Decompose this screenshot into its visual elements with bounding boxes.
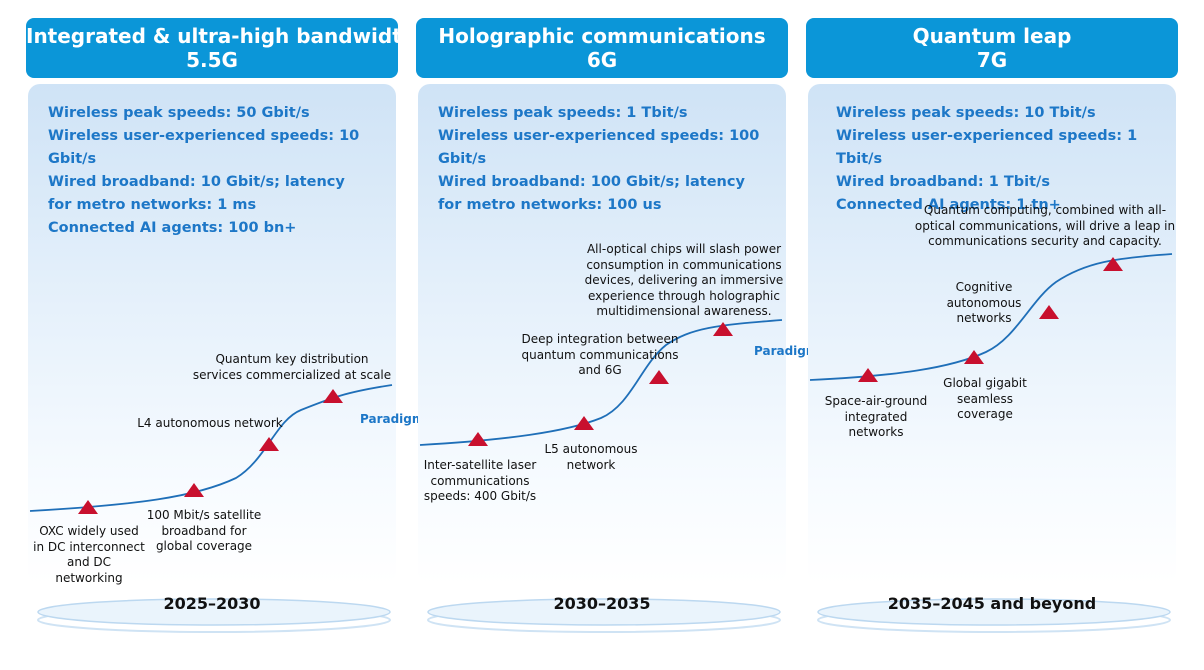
milestone-label: 100 Mbit/s satellite broadband for globa… [146,508,262,553]
spec-item: Wireless user-experienced speeds: 1 Tbit… [836,128,1138,167]
milestone-label: L5 autonomous network [544,442,638,472]
spec-item: Wireless user-experienced speeds: 10 Gbi… [48,128,360,167]
milestone-label: Global gigabit seamless coverage [943,376,1027,421]
evolution-curve [419,319,783,446]
era-platform [37,598,391,633]
milestone-marker [323,389,343,403]
column-title: Quantum leap [912,24,1072,48]
column-6g: Holographic communications 6G Wireless p… [416,0,853,670]
column-title: Integrated & ultra-high bandwidth [26,24,417,48]
column-header: Quantum leap 7G [806,18,1178,78]
milestone-marker [1103,257,1123,271]
spec-item: Connected AI agents: 1 tn+ [836,197,1061,213]
era-platform [817,598,1171,633]
milestone-label: Quantum computing, combined with all-opt… [914,203,1176,248]
milestone-label: All-optical chips will slash power consu… [584,242,784,318]
evolution-curve [809,253,1173,382]
milestone-marker [964,350,984,364]
column-title: Holographic communications [438,24,766,48]
milestone-label: OXC widely used in DC interconnect and D… [33,524,145,585]
milestone-label: Cognitive autonomous networks [946,280,1022,325]
curve-line [809,253,1173,381]
spec-item: Wired broadband: 10 Gbit/s; latency for … [48,174,345,213]
milestone-marker [259,437,279,451]
column-5-5g: Integrated & ultra-high bandwidth 5.5G W… [26,0,459,670]
spec-item: Wireless peak speeds: 10 Tbit/s [836,105,1096,121]
milestone-marker [184,483,204,497]
spec-list: Wireless peak speeds: 50 Gbit/s Wireless… [48,102,388,240]
column-header: Integrated & ultra-high bandwidth 5.5G [26,18,417,78]
curve-line [419,319,783,446]
milestone-marker [78,500,98,514]
milestone-marker [468,432,488,446]
spec-list: Wireless peak speeds: 1 Tbit/s Wireless … [438,102,778,217]
column-subtitle: 6G [586,48,618,72]
milestone-marker [574,416,594,430]
milestone-label: Deep integration between quantum communi… [521,332,679,377]
milestone-label: Inter-satellite laser communications spe… [423,458,537,503]
milestone-label: Space-air-ground integrated networks [824,394,928,439]
milestone-label: Quantum key distribution services commer… [192,352,392,382]
column-7g: Quantum leap 7G Wireless peak speeds: 10… [806,0,1178,670]
spec-item: Wireless peak speeds: 50 Gbit/s [48,105,310,121]
milestone-marker [713,322,733,336]
column-panel [28,84,396,584]
column-subtitle: 7G [976,48,1008,72]
column-subtitle: 5.5G [186,48,238,72]
milestone-label: L4 autonomous network [137,416,283,430]
column-header: Holographic communications 6G [416,18,788,78]
milestone-marker [858,368,878,382]
spec-item: Connected AI agents: 100 bn+ [48,220,297,236]
spec-item: Wired broadband: 100 Gbit/s; latency for… [438,174,745,213]
milestone-marker [649,370,669,384]
curve-line [29,384,393,512]
spec-item: Wireless user-experienced speeds: 100 Gb… [438,128,760,167]
spec-item: Wireless peak speeds: 1 Tbit/s [438,105,688,121]
era-label: 2035–2045 and beyond [887,594,1097,613]
milestone-marker [1039,305,1059,319]
spec-list: Wireless peak speeds: 10 Tbit/s Wireless… [836,102,1168,217]
evolution-curve [29,384,393,514]
era-label: 2025–2030 [163,594,261,613]
era-platform [427,598,781,633]
spec-item: Wired broadband: 1 Tbit/s [836,174,1050,190]
column-panel [808,84,1176,584]
era-label: 2030–2035 [553,594,651,613]
